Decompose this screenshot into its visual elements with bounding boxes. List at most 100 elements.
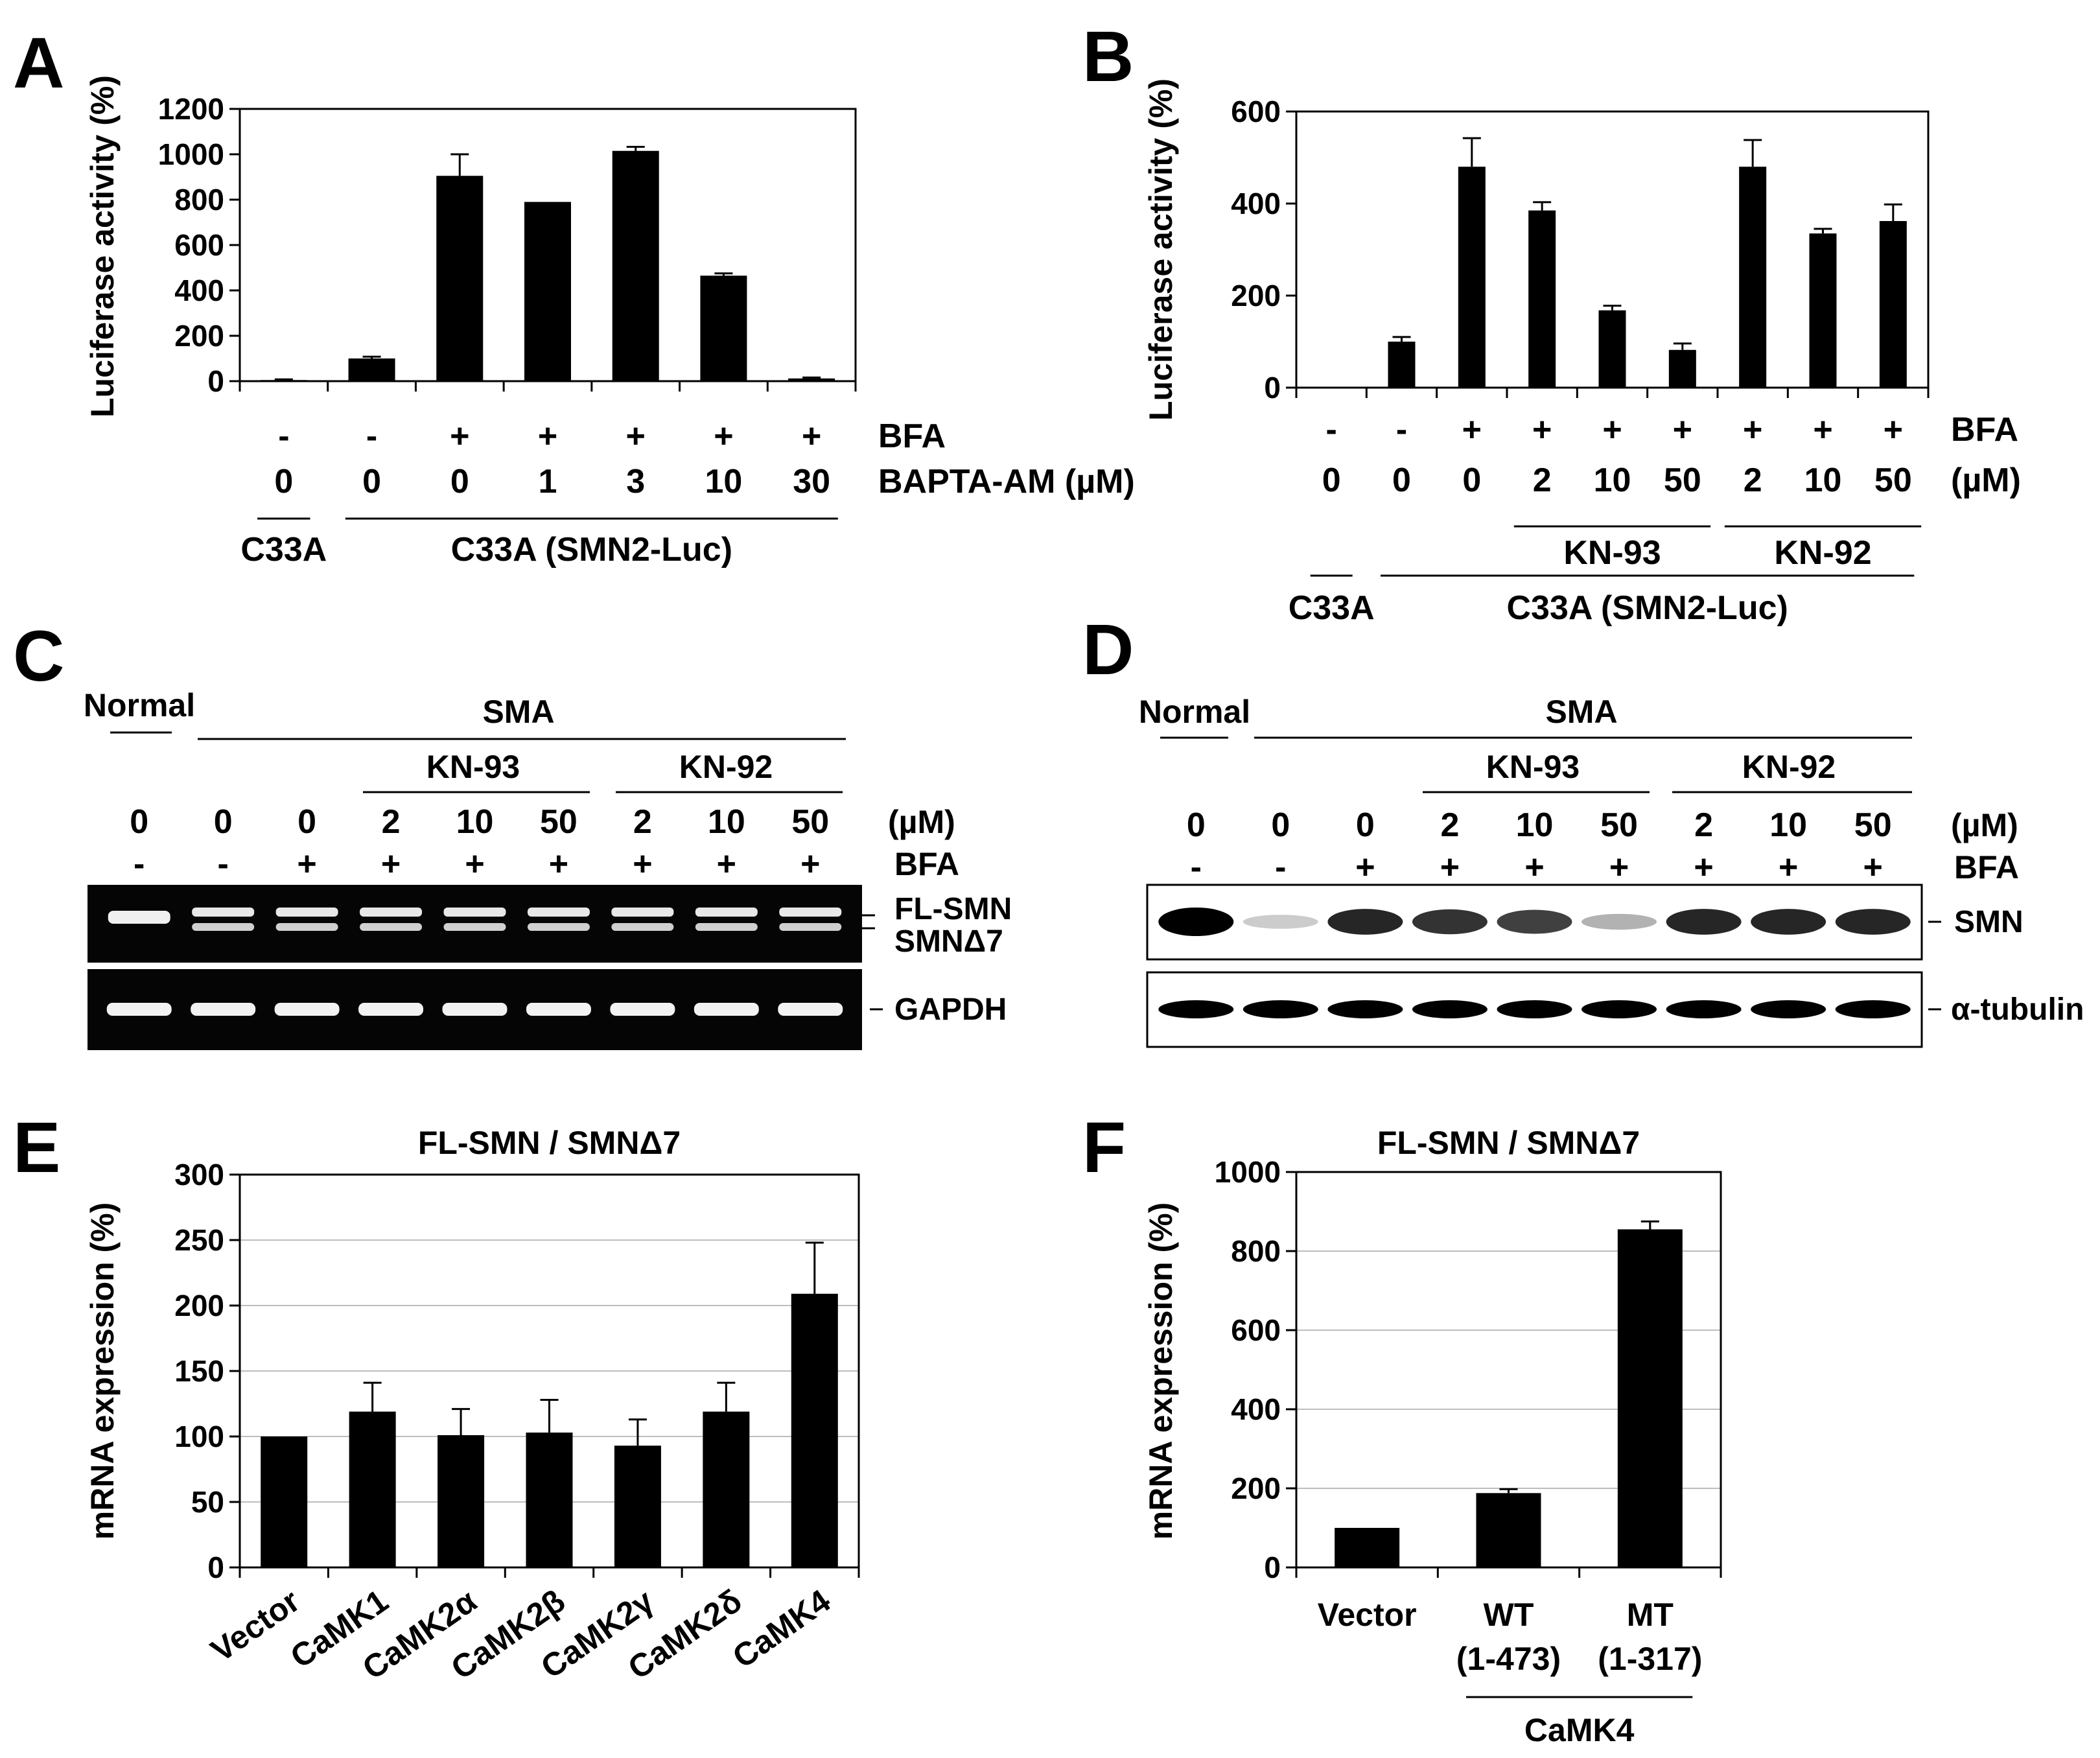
bfa-sign: +	[1779, 849, 1798, 886]
panel-label-a: A	[13, 23, 64, 103]
y-tick-label: 400	[1231, 187, 1281, 220]
bar	[1388, 342, 1416, 388]
bar	[700, 275, 747, 381]
band-tubulin	[1412, 1000, 1488, 1018]
dose-label: 2	[1744, 462, 1762, 499]
x-category-sublabel: (1-317)	[1598, 1641, 1702, 1677]
group-label-sma: SMA	[482, 694, 554, 730]
group-label-kn92: KN-92	[1742, 749, 1836, 785]
band-gapdh	[358, 1003, 424, 1016]
bfa-row: - - + + + + + + +	[134, 845, 820, 883]
panel-label-f: F	[1082, 1108, 1126, 1188]
x-category-label: CaMK4	[726, 1582, 837, 1675]
bfa-sign: +	[1524, 849, 1544, 886]
bfa-sign: +	[549, 845, 568, 883]
y-tick-label: 0	[1264, 371, 1281, 404]
panel-label-c: C	[13, 616, 64, 696]
group-label: C33A (SMN2-Luc)	[451, 531, 732, 568]
band-label-smnd7: SMNΔ7	[894, 924, 1003, 959]
chart-e: 0 50 100 150 200 250 300 mRNA expression (%) FL-…	[84, 1125, 860, 1687]
dose-unit-label: (µM)	[1951, 462, 2021, 499]
conc-label: 2	[1440, 806, 1459, 844]
band-tubulin	[1581, 1000, 1657, 1018]
band-fl-smn	[695, 908, 758, 917]
bfa-sign: -	[1326, 411, 1337, 449]
dose-label: 2	[1533, 462, 1552, 499]
bar	[612, 150, 659, 381]
bfa-sign: -	[1191, 849, 1202, 886]
group-label-kn93: KN-93	[426, 749, 520, 785]
dose-label: 0	[362, 463, 381, 500]
y-axis-label: mRNA expression (%)	[1143, 1202, 1179, 1540]
band-smn	[1751, 909, 1826, 935]
y-tick-label: 1000	[1215, 1155, 1281, 1189]
bar	[261, 1436, 308, 1567]
conc-label: 0	[1271, 806, 1290, 844]
bar	[1335, 1528, 1400, 1567]
bfa-sign: +	[1673, 411, 1692, 449]
dose-label: 0	[450, 463, 469, 500]
bar	[1528, 210, 1556, 388]
conc-label: 50	[791, 803, 829, 841]
y-tick-label: 250	[174, 1223, 224, 1257]
y-tick-label: 1000	[158, 137, 224, 171]
bar	[1598, 310, 1626, 388]
dose-label: 0	[274, 463, 293, 500]
band-smnd7	[779, 923, 842, 931]
dose-label: 10	[1804, 462, 1842, 499]
band-tubulin	[1666, 1000, 1742, 1018]
y-tick-label: 50	[191, 1485, 224, 1519]
band-fl-smn	[527, 908, 590, 917]
subgroup-label: KN-93	[1563, 534, 1661, 572]
bfa-sign: +	[1440, 849, 1460, 886]
band-smnd7	[527, 923, 590, 931]
conc-row: 0 0 0 2 10 50 2 10 50	[130, 803, 829, 841]
bfa-sign: -	[218, 845, 229, 883]
y-axis-label: mRNA expression (%)	[84, 1202, 121, 1540]
conc-row: 0 0 0 2 10 50 2 10 50	[1187, 806, 1892, 844]
y-tick-label: 200	[1231, 1471, 1281, 1505]
conc-label: 10	[1516, 806, 1554, 844]
band-smnd7	[443, 923, 506, 931]
x-category-label: MT	[1627, 1597, 1674, 1633]
band-tubulin	[1327, 1000, 1403, 1018]
bar	[703, 1411, 750, 1567]
bfa-sign: +	[1813, 411, 1832, 449]
band-label-gapdh: GAPDH	[894, 992, 1007, 1027]
bfa-label: BFA	[1951, 411, 2018, 449]
dose-label: 50	[1664, 462, 1701, 499]
bfa-sign: +	[800, 845, 820, 883]
conc-label: 10	[456, 803, 494, 841]
gel-bands-gapdh	[106, 1003, 843, 1016]
dose-label: 0	[1462, 462, 1481, 499]
y-tick-label: 200	[174, 1289, 224, 1322]
bfa-label: BFA	[1954, 849, 2019, 885]
panel-label-b: B	[1082, 17, 1134, 97]
bfa-sign: +	[626, 417, 646, 455]
bfa-sign: +	[465, 845, 484, 883]
bfa-label: BFA	[894, 846, 959, 882]
band-gapdh	[274, 1003, 340, 1016]
band-gapdh	[106, 1003, 172, 1016]
band-gapdh	[442, 1003, 508, 1016]
conc-label: 0	[130, 803, 148, 841]
group-label-kn93: KN-93	[1486, 749, 1580, 785]
conc-label: 0	[298, 803, 316, 841]
bfa-sign: +	[450, 417, 469, 455]
bar	[614, 1446, 661, 1567]
bfa-sign: +	[1609, 849, 1629, 886]
blot-bands-tubulin	[1158, 1000, 1911, 1018]
band-tubulin	[1242, 1000, 1318, 1018]
bfa-row: - - + + + + + + +	[1191, 849, 1883, 886]
group-label: C33A (SMN2-Luc)	[1506, 589, 1788, 627]
band-label-tubulin: α-tubulin	[1951, 992, 2084, 1027]
dose-label: 10	[1594, 462, 1631, 499]
y-tick-label: 0	[207, 1551, 224, 1584]
conc-label: 50	[540, 803, 578, 841]
band-smnd7	[360, 923, 423, 931]
bar	[1476, 1493, 1541, 1567]
dose-label: 50	[1874, 462, 1912, 499]
